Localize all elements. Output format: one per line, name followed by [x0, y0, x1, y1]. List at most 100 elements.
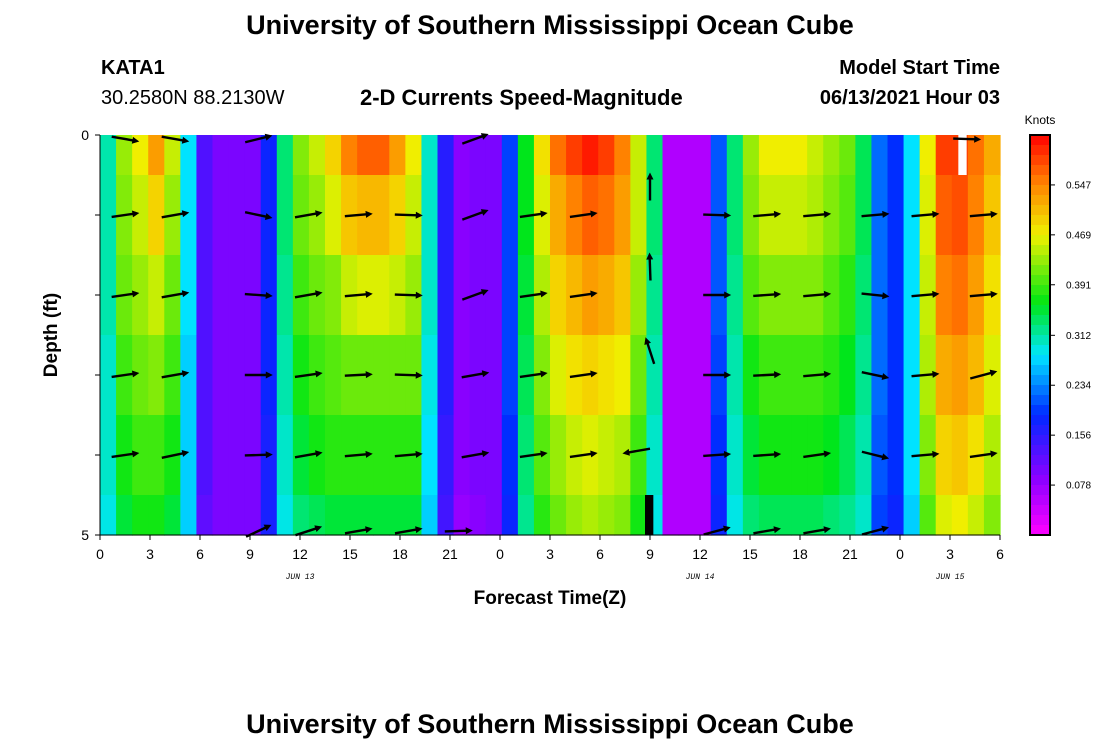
current-vector	[861, 450, 890, 461]
vector-shaft	[803, 372, 827, 378]
heatmap-cell	[212, 495, 230, 536]
heatmap-cell	[180, 415, 198, 496]
heatmap-cell	[164, 495, 181, 536]
current-vector	[646, 172, 654, 201]
vector-head	[590, 370, 598, 378]
heatmap-cell	[421, 255, 439, 336]
vector-head	[724, 291, 732, 299]
heatmap-cell	[469, 255, 487, 336]
heatmap-cell	[292, 495, 310, 536]
vector-head	[974, 135, 982, 143]
heatmap-cell	[485, 175, 503, 256]
vector-head	[131, 210, 140, 218]
heatmap-cell	[678, 255, 696, 336]
colorbar-segment	[1030, 155, 1050, 166]
current-vector	[753, 526, 781, 535]
heatmap-cell	[453, 135, 471, 176]
vector-shaft	[861, 212, 885, 218]
heatmap-cell	[582, 335, 599, 416]
vector-shaft	[294, 452, 318, 459]
current-vector	[644, 337, 656, 365]
colorbar-segment	[1030, 435, 1050, 446]
vector-head	[265, 292, 273, 300]
colorbar-segment	[1030, 165, 1050, 176]
heatmap-cell	[951, 255, 969, 336]
current-vector	[111, 290, 140, 299]
heatmap-cell	[887, 135, 905, 176]
heatmap-cell	[453, 415, 471, 496]
heatmap-cell	[212, 415, 230, 496]
heatmap-cell	[967, 135, 985, 176]
heatmap-cell	[421, 335, 439, 416]
vector-shaft	[645, 341, 656, 365]
heatmap-cell	[662, 415, 680, 496]
vector-head	[415, 211, 423, 219]
current-vector	[703, 525, 731, 536]
vector-shaft	[461, 452, 485, 459]
heatmap-cell	[598, 335, 615, 416]
heatmap-cell	[678, 135, 696, 176]
vector-shaft	[519, 452, 543, 459]
heatmap-cell	[630, 335, 648, 416]
heatmap-cell	[710, 135, 728, 176]
current-vector	[703, 450, 732, 458]
page-title-bottom: University of Southern Mississippi Ocean…	[246, 709, 854, 739]
heatmap-cell	[533, 495, 551, 536]
heatmap-cell	[228, 415, 246, 496]
heatmap-cell	[325, 495, 342, 536]
x-tick-label: 15	[742, 546, 758, 562]
heatmap-cell	[437, 135, 455, 176]
vector-head	[990, 450, 998, 458]
current-vector	[161, 135, 190, 144]
heatmap-cell	[453, 175, 471, 256]
current-vector	[294, 210, 323, 219]
vector-shaft	[969, 292, 993, 298]
current-vector	[244, 133, 273, 144]
vector-head	[882, 292, 890, 300]
heatmap-cell	[839, 175, 856, 256]
heatmap-cell	[550, 495, 567, 536]
vector-shaft	[394, 528, 418, 535]
heatmap-cell	[100, 255, 117, 336]
vector-shaft	[911, 212, 935, 218]
heatmap-cell	[582, 495, 599, 536]
vector-head	[415, 450, 423, 458]
heatmap-cell	[373, 415, 390, 496]
current-vector	[861, 371, 890, 380]
vector-head	[264, 133, 273, 141]
current-vector	[703, 211, 732, 219]
vector-shaft	[344, 528, 368, 535]
heatmap-cell	[244, 135, 262, 176]
heatmap-cell	[148, 495, 165, 536]
x-tick-label: 12	[292, 546, 308, 562]
vector-head	[724, 211, 732, 219]
current-vector	[803, 450, 832, 459]
heatmap-cell	[501, 335, 519, 416]
heatmap-cell	[678, 175, 696, 256]
vector-shaft	[344, 373, 368, 377]
heatmap-cell	[341, 495, 358, 536]
current-vector	[394, 291, 423, 299]
heatmap-cell	[485, 135, 503, 176]
heatmap-cell	[405, 135, 423, 176]
vector-head	[131, 136, 140, 144]
colorbar-tick-label: 0.312	[1066, 331, 1091, 342]
vector-shaft	[161, 135, 185, 142]
vector-shaft	[703, 527, 727, 536]
y-tick-label: 5	[81, 527, 89, 543]
colorbar-segment	[1030, 445, 1050, 456]
heatmap-cell	[212, 255, 230, 336]
vector-shaft	[344, 212, 368, 218]
vector-head	[265, 371, 273, 379]
vector-head	[265, 451, 273, 459]
colorbar-segment	[1030, 305, 1050, 316]
colorbar-segment	[1030, 205, 1050, 216]
heatmap-cell	[742, 255, 760, 336]
heatmap-cell	[726, 495, 744, 536]
vector-head	[823, 450, 832, 458]
heatmap-cell	[276, 175, 294, 256]
colorbar-tick-label: 0.078	[1066, 481, 1091, 492]
colorbar-segment	[1030, 215, 1050, 226]
vector-shaft	[861, 371, 885, 379]
vector-shaft	[519, 212, 543, 219]
